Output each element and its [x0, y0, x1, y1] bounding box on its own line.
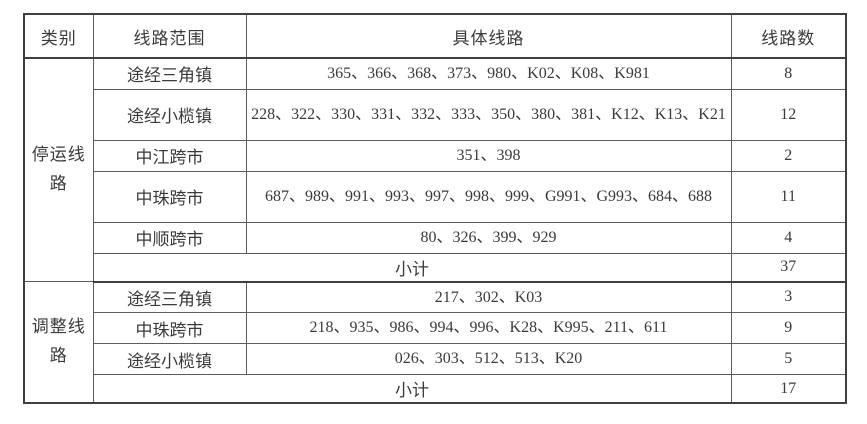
scope-cell: 中珠跨市 — [92, 170, 247, 223]
routes-cell: 026、303、512、513、K20 — [245, 343, 732, 375]
subtotal-label-cell: 小计 — [92, 252, 732, 283]
header-cell-routes: 具体线路 — [245, 13, 732, 59]
subtotal-row: 小计 17 — [24, 374, 847, 404]
scope-cell: 途经小榄镇 — [92, 88, 247, 141]
table-row: 途经小榄镇 228、322、330、331、332、333、350、380、38… — [24, 88, 847, 141]
subtotal-count-cell: 37 — [730, 252, 847, 283]
count-cell: 9 — [730, 312, 847, 344]
routes-cell: 687、989、991、993、997、998、999、G991、G993、68… — [245, 170, 732, 223]
scope-cell: 中顺跨市 — [92, 221, 247, 254]
scope-cell: 途经小榄镇 — [92, 343, 247, 375]
subtotal-label-cell: 小计 — [92, 374, 732, 404]
table-header-row: 类别 线路范围 具体线路 线路数 — [23, 13, 847, 59]
count-cell: 12 — [730, 88, 847, 141]
header-cell-scope: 线路范围 — [92, 13, 247, 59]
table-row: 中江跨市 351、398 2 — [24, 139, 847, 172]
count-cell: 3 — [730, 281, 847, 313]
count-cell: 2 — [730, 139, 847, 172]
routes-table: 类别 线路范围 具体线路 线路数 停运线路 途经三角镇 365、366、368、… — [23, 13, 847, 404]
subtotal-row: 小计 37 — [24, 252, 847, 283]
category-cell-adjusted: 调整线路 — [23, 281, 94, 404]
table-row: 调整线路 途经三角镇 217、302、K03 3 — [23, 281, 847, 404]
routes-cell: 217、302、K03 — [245, 281, 732, 313]
count-cell: 8 — [730, 57, 847, 90]
routes-cell: 218、935、986、994、996、K28、K995、211、611 — [245, 312, 732, 344]
routes-cell: 351、398 — [245, 139, 732, 172]
table-row: 中珠跨市 687、989、991、993、997、998、999、G991、G9… — [24, 170, 847, 223]
table-row: 停运线路 途经三角镇 365、366、368、373、980、K02、K08、K… — [23, 57, 847, 282]
count-cell: 11 — [730, 170, 847, 223]
table-row: 中顺跨市 80、326、399、929 4 — [24, 221, 847, 254]
scope-cell: 途经三角镇 — [92, 281, 247, 313]
subtotal-count-cell: 17 — [730, 374, 847, 404]
routes-cell: 228、322、330、331、332、333、350、380、381、K12、… — [245, 88, 732, 141]
count-cell: 5 — [730, 343, 847, 375]
category-cell-suspended: 停运线路 — [23, 57, 94, 282]
table-row: 中珠跨市 218、935、986、994、996、K28、K995、211、61… — [24, 312, 847, 344]
table-row: 途经小榄镇 026、303、512、513、K20 5 — [24, 343, 847, 375]
routes-cell: 80、326、399、929 — [245, 221, 732, 254]
scope-cell: 中江跨市 — [92, 139, 247, 172]
scope-cell: 中珠跨市 — [92, 312, 247, 344]
header-cell-category: 类别 — [23, 13, 94, 59]
scope-cell: 途经三角镇 — [92, 57, 247, 90]
count-cell: 4 — [730, 221, 847, 254]
routes-cell: 365、366、368、373、980、K02、K08、K981 — [245, 57, 732, 90]
header-cell-count: 线路数 — [730, 13, 847, 59]
